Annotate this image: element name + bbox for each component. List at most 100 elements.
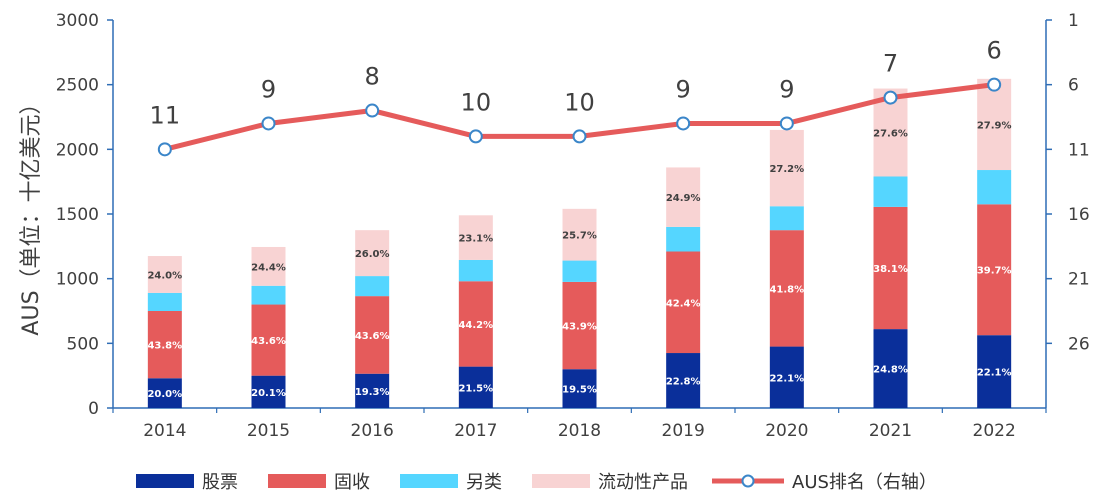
- x-tick-label: 2021: [869, 421, 912, 441]
- bar-segment: [458, 281, 493, 367]
- legend-swatch: [268, 474, 326, 488]
- bar-data-label: 42.4%: [666, 298, 701, 309]
- y2-tick-label: 26: [1068, 334, 1090, 354]
- bar-segment: [251, 304, 286, 376]
- rank-label: 9: [779, 75, 794, 103]
- bar-data-label: 25.7%: [562, 231, 597, 242]
- y-tick-label: 2500: [56, 76, 99, 96]
- bar-segment: [147, 292, 182, 311]
- bar-data-label: 43.9%: [562, 322, 597, 333]
- rank-label: 11: [150, 101, 181, 129]
- rank-point: [157, 142, 172, 157]
- rank-label: 8: [365, 63, 380, 91]
- bar-data-label: 20.0%: [147, 389, 182, 400]
- bar-segment: [769, 346, 804, 408]
- legend-swatch: [400, 474, 458, 488]
- bar-segment: [562, 369, 597, 408]
- rank-label: 7: [883, 50, 898, 78]
- rank-point: [365, 103, 380, 118]
- x-tick-label: 2019: [662, 421, 705, 441]
- bar-data-label: 27.9%: [977, 120, 1012, 131]
- bar-segment: [666, 353, 701, 408]
- legend-label: 另类: [466, 472, 502, 493]
- bar-segment: [251, 246, 286, 286]
- bar-segment: [769, 206, 804, 231]
- bar-data-label: 19.5%: [562, 385, 597, 396]
- bar-data-label: 27.2%: [769, 164, 804, 175]
- y2-tick-label: 16: [1068, 205, 1090, 225]
- bar-segment: [355, 230, 390, 277]
- bar-segment: [562, 208, 597, 261]
- rank-point: [261, 116, 276, 131]
- rank-label: 9: [261, 75, 276, 103]
- bar-segment: [666, 251, 701, 354]
- bar-segment: [977, 204, 1012, 336]
- y2-tick-label: 21: [1068, 270, 1090, 290]
- legend-swatch: [136, 474, 194, 488]
- y-tick-label: 1000: [56, 270, 99, 290]
- bar-data-label: 23.1%: [458, 234, 493, 245]
- rank-point: [572, 129, 587, 144]
- rank-label: 10: [564, 88, 595, 116]
- bar-segment: [977, 335, 1012, 408]
- bar-data-label: 39.7%: [977, 266, 1012, 277]
- bar-data-label: 24.4%: [251, 262, 286, 273]
- y-axis-title: AUS（单位：十亿美元）: [19, 92, 44, 335]
- bar-segment: [873, 206, 908, 330]
- legend-label: AUS排名（右轴）: [792, 472, 937, 493]
- bar-data-label: 19.3%: [355, 387, 390, 398]
- rank-point: [779, 116, 794, 131]
- bar-data-label: 38.1%: [873, 264, 908, 275]
- bar-data-label: 26.0%: [355, 249, 390, 260]
- y2-tick-label: 1: [1068, 11, 1079, 31]
- bar-segment: [873, 329, 908, 408]
- y2-tick-label: 11: [1068, 140, 1090, 160]
- y-tick-label: 1500: [56, 205, 99, 225]
- bar-data-label: 43.6%: [355, 331, 390, 342]
- bar-segment: [147, 378, 182, 408]
- rank-point: [987, 77, 1002, 92]
- bar-segment: [355, 296, 390, 374]
- legend-label: 固收: [334, 472, 370, 493]
- y-tick-label: 3000: [56, 11, 99, 31]
- x-tick-label: 2018: [558, 421, 601, 441]
- y2-tick-label: 6: [1068, 76, 1079, 96]
- legend-swatch: [532, 474, 590, 488]
- bar-data-label: 22.8%: [666, 377, 701, 388]
- bar-segment: [458, 259, 493, 282]
- legend-label: 流动性产品: [598, 472, 688, 493]
- bar-data-label: 44.2%: [458, 320, 493, 331]
- bar-segment: [458, 366, 493, 408]
- bar-segment: [666, 167, 701, 227]
- bar-data-label: 22.1%: [977, 368, 1012, 379]
- bar-data-label: 24.8%: [873, 365, 908, 376]
- bar-data-label: 43.6%: [251, 336, 286, 347]
- bar-segment: [251, 285, 286, 305]
- y-tick-label: 500: [67, 334, 99, 354]
- bar-segment: [562, 281, 597, 370]
- legend-label: 股票: [202, 472, 238, 493]
- bar-segment: [769, 230, 804, 347]
- bar-segment: [977, 78, 1012, 171]
- legend-line-marker: [741, 474, 755, 488]
- bar-segment: [147, 311, 182, 379]
- bar-data-label: 41.8%: [769, 284, 804, 295]
- bar-data-label: 21.5%: [458, 383, 493, 394]
- bar-segment: [977, 170, 1012, 205]
- bar-data-label: 24.0%: [147, 270, 182, 281]
- x-tick-label: 2020: [765, 421, 808, 441]
- bar-data-label: 20.1%: [251, 388, 286, 399]
- bar-data-label: 27.6%: [873, 129, 908, 140]
- bar-data-label: 24.9%: [666, 193, 701, 204]
- rank-label: 10: [461, 88, 492, 116]
- bar-data-label: 22.1%: [769, 373, 804, 384]
- bar-segment: [769, 129, 804, 207]
- x-tick-label: 2014: [143, 421, 186, 441]
- x-tick-label: 2016: [351, 421, 394, 441]
- bar-segment: [251, 375, 286, 408]
- y-tick-label: 2000: [56, 140, 99, 160]
- bar-data-label: 43.8%: [147, 341, 182, 352]
- bar-segment: [458, 215, 493, 260]
